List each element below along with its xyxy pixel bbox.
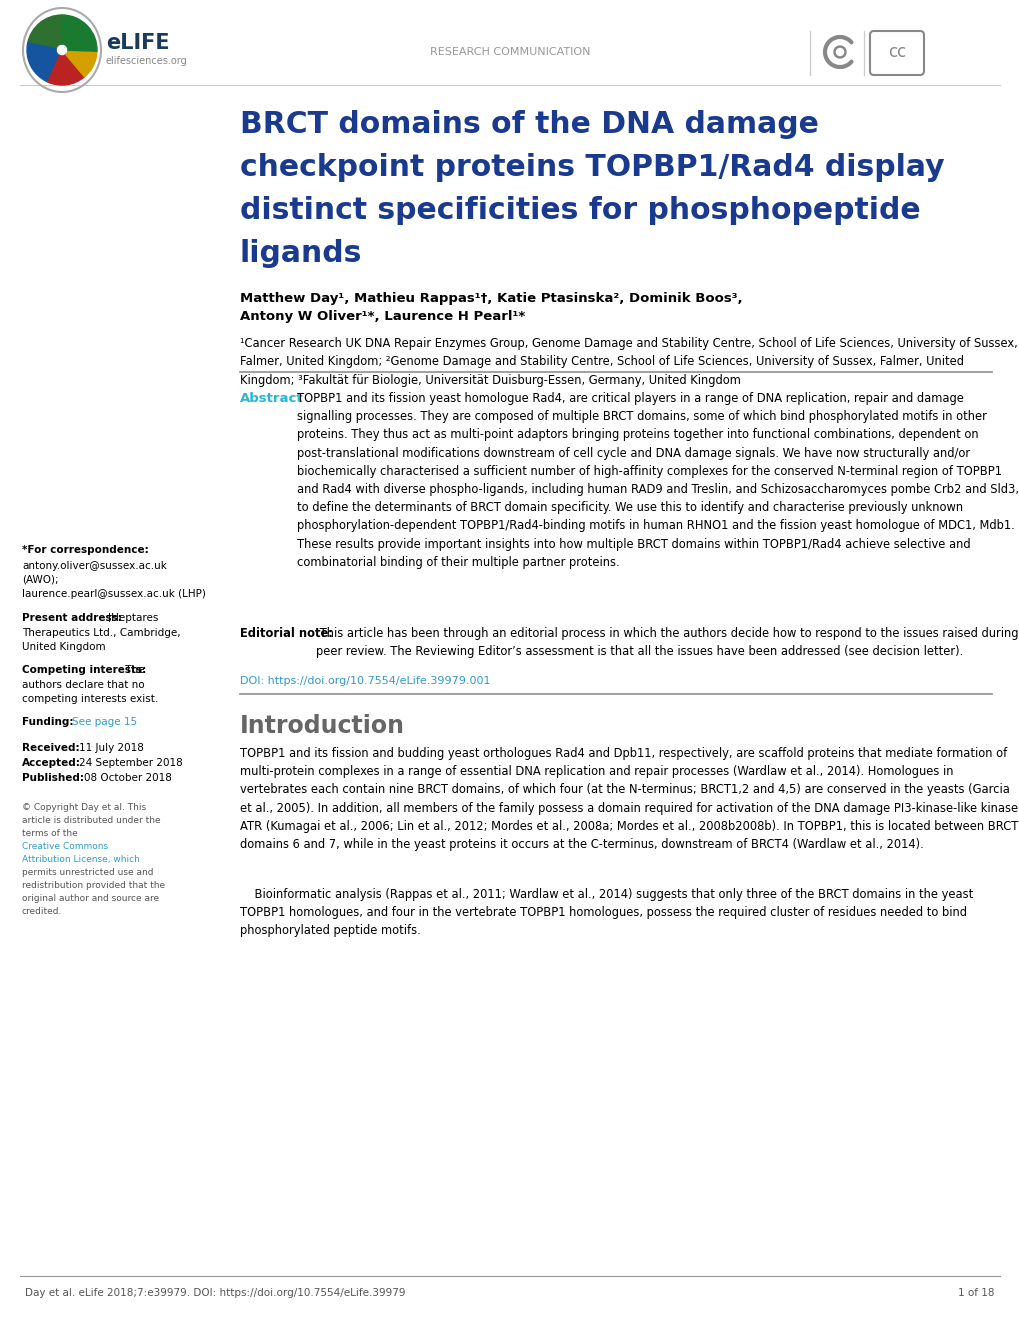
Text: eLIFE: eLIFE (106, 33, 169, 53)
Text: 11 July 2018: 11 July 2018 (78, 743, 144, 752)
Text: Abstract: Abstract (239, 392, 304, 405)
Text: (AWO);: (AWO); (22, 576, 58, 585)
Text: © Copyright Day et al. This: © Copyright Day et al. This (22, 803, 146, 812)
Text: 1 of 18: 1 of 18 (958, 1288, 994, 1298)
Text: †Heptares: †Heptares (107, 612, 159, 623)
Text: Antony W Oliver¹*, Laurence H Pearl¹*: Antony W Oliver¹*, Laurence H Pearl¹* (239, 310, 525, 323)
Text: Editorial note:: Editorial note: (239, 627, 332, 640)
Text: authors declare that no: authors declare that no (22, 680, 145, 690)
Text: DOI: https://doi.org/10.7554/eLife.39979.001: DOI: https://doi.org/10.7554/eLife.39979… (239, 676, 490, 686)
Text: Accepted:: Accepted: (22, 758, 81, 768)
Text: redistribution provided that the: redistribution provided that the (22, 880, 165, 890)
Circle shape (836, 49, 843, 55)
Text: Competing interests:: Competing interests: (22, 665, 146, 675)
Wedge shape (66, 50, 97, 77)
Wedge shape (48, 54, 85, 84)
Text: Therapeutics Ltd., Cambridge,: Therapeutics Ltd., Cambridge, (22, 628, 180, 638)
Text: 08 October 2018: 08 October 2018 (84, 774, 172, 783)
Text: Present address:: Present address: (22, 612, 121, 623)
Text: 24 September 2018: 24 September 2018 (78, 758, 182, 768)
Text: terms of the: terms of the (22, 829, 77, 838)
Text: ligands: ligands (239, 239, 362, 268)
Text: Bioinformatic analysis (Rappas et al., 2011; Wardlaw et al., 2014) suggests that: Bioinformatic analysis (Rappas et al., 2… (239, 888, 972, 937)
Text: Received:: Received: (22, 743, 79, 752)
Circle shape (834, 46, 845, 58)
Text: original author and source are: original author and source are (22, 894, 159, 903)
Text: Published:: Published: (22, 774, 84, 783)
FancyBboxPatch shape (869, 30, 923, 75)
Text: United Kingdom: United Kingdom (22, 642, 106, 652)
Text: BRCT domains of the DNA damage: BRCT domains of the DNA damage (239, 110, 818, 139)
Text: competing interests exist.: competing interests exist. (22, 694, 158, 704)
Text: Matthew Day¹, Mathieu Rappas¹†, Katie Ptasinska², Dominik Boos³,: Matthew Day¹, Mathieu Rappas¹†, Katie Pt… (239, 292, 742, 305)
Text: Introduction: Introduction (239, 714, 405, 738)
Text: *For correspondence:: *For correspondence: (22, 545, 149, 554)
Text: distinct specificities for phosphopeptide: distinct specificities for phosphopeptid… (239, 195, 920, 224)
Text: TOPBP1 and its fission and budding yeast orthologues Rad4 and Dpb11, respectivel: TOPBP1 and its fission and budding yeast… (239, 747, 1017, 851)
Text: permits unrestricted use and: permits unrestricted use and (22, 869, 153, 876)
Wedge shape (62, 15, 97, 51)
Text: The: The (122, 665, 145, 675)
Text: RESEARCH COMMUNICATION: RESEARCH COMMUNICATION (429, 48, 590, 57)
Text: laurence.pearl@sussex.ac.uk (LHP): laurence.pearl@sussex.ac.uk (LHP) (22, 589, 206, 599)
Text: This article has been through an editorial process in which the authors decide h: This article has been through an editori… (316, 627, 1018, 659)
Text: Attribution License, which: Attribution License, which (22, 855, 140, 865)
Text: cc: cc (887, 44, 905, 61)
Text: Funding:: Funding: (22, 717, 73, 727)
Wedge shape (28, 15, 62, 49)
Text: antony.oliver@sussex.ac.uk: antony.oliver@sussex.ac.uk (22, 561, 167, 572)
Wedge shape (26, 42, 59, 82)
Text: TOPBP1 and its fission yeast homologue Rad4, are critical players in a range of : TOPBP1 and its fission yeast homologue R… (297, 392, 1018, 569)
Text: See page 15: See page 15 (72, 717, 137, 727)
Text: ¹Cancer Research UK DNA Repair Enzymes Group, Genome Damage and Stability Centre: ¹Cancer Research UK DNA Repair Enzymes G… (239, 337, 1017, 387)
Text: Creative Commons: Creative Commons (22, 842, 108, 851)
Text: credited.: credited. (22, 907, 62, 916)
Text: article is distributed under the: article is distributed under the (22, 816, 160, 825)
Text: checkpoint proteins TOPBP1/Rad4 display: checkpoint proteins TOPBP1/Rad4 display (239, 153, 944, 182)
Text: elifesciences.org: elifesciences.org (106, 55, 187, 66)
Text: Day et al. eLife 2018;7:e39979. DOI: https://doi.org/10.7554/eLife.39979: Day et al. eLife 2018;7:e39979. DOI: htt… (25, 1288, 406, 1298)
